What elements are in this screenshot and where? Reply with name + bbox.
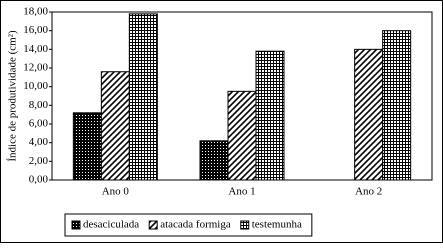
bar	[382, 30, 412, 181]
y-axis-label: Índice de produtividade (cm²)	[7, 30, 19, 162]
bar	[100, 71, 130, 181]
bar	[227, 90, 257, 181]
legend-label: testemunha	[252, 219, 302, 231]
bar	[354, 48, 384, 181]
y-tick-label: 12,00	[23, 62, 48, 74]
legend-box	[64, 213, 313, 237]
x-tick-label: Ano 0	[102, 186, 130, 198]
y-tick-label: 18,00	[23, 6, 48, 18]
chart: Índice de produtividade (cm²) 0,00 2,00 4,…	[0, 0, 443, 243]
x-tick-label: Ano 2	[355, 186, 382, 198]
legend-swatch	[71, 220, 81, 230]
y-tick-label: 8,00	[29, 99, 49, 111]
legend-label: desaciculada	[83, 219, 139, 231]
y-tick-label: 6,00	[29, 118, 49, 130]
x-tick-label: Ano 1	[228, 186, 255, 198]
y-tick-label: 2,00	[29, 155, 49, 167]
legend-label: atacada formiga	[160, 219, 231, 231]
legend-swatch	[240, 220, 250, 230]
y-tick-label: 16,00	[23, 24, 48, 36]
legend-swatch	[148, 220, 158, 230]
bar	[255, 50, 285, 181]
bar	[128, 13, 158, 181]
y-tick-label: 0,00	[29, 174, 49, 186]
bar	[72, 112, 102, 181]
y-tick-label: 4,00	[29, 136, 49, 148]
bar	[199, 140, 229, 181]
y-tick-label: 14,00	[23, 43, 48, 55]
y-tick-label: 10,00	[23, 80, 48, 92]
